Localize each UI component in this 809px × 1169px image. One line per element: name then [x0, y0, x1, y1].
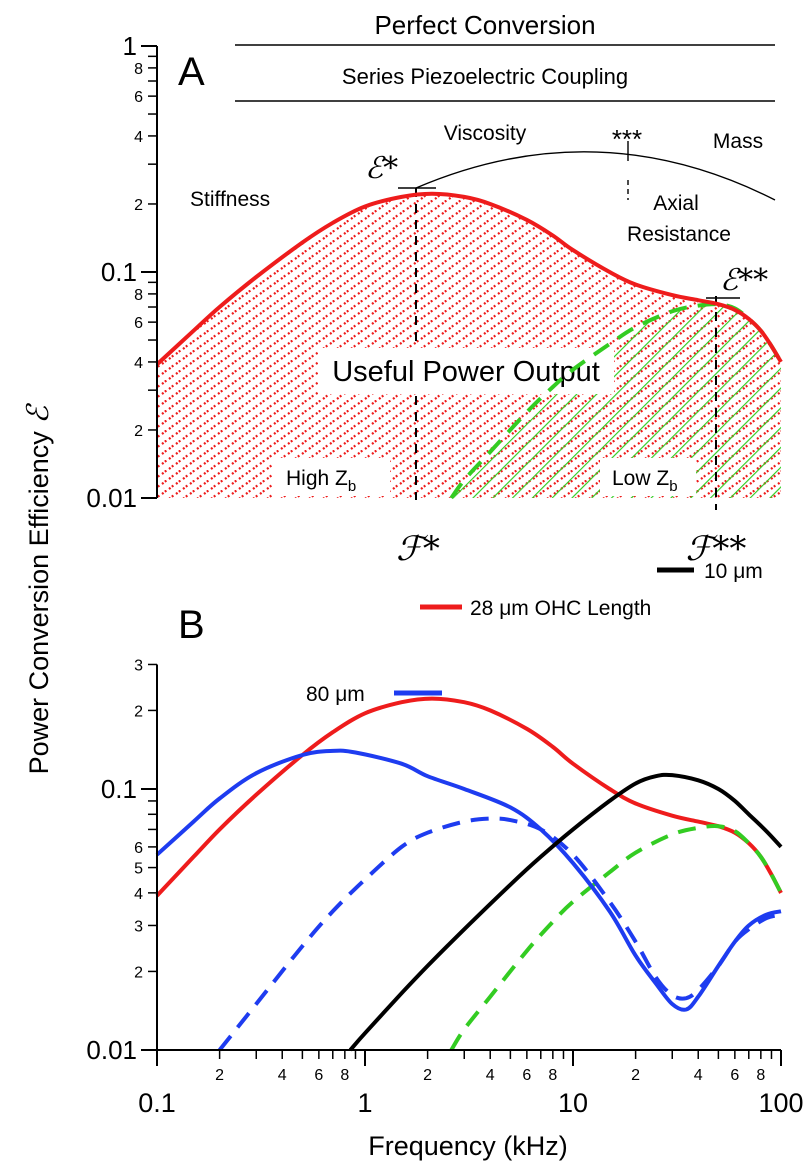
panel-b-y-minor-label: 3: [134, 918, 143, 935]
panel-b-x-minor-label: 6: [522, 1067, 531, 1084]
panel-b-y-tick-label: 0.01: [86, 1035, 137, 1065]
panel-a-y-minor-label: 2: [134, 197, 143, 214]
high-zb-box: [272, 458, 390, 496]
panel-a-letter: A: [178, 50, 205, 94]
panel-b-y-tick-label: 0.1: [101, 774, 137, 804]
perfect-conversion-label: Perfect Conversion: [374, 10, 595, 40]
panel-b-x-minor-label: 8: [340, 1067, 349, 1084]
panel-a-curves: [155, 191, 783, 500]
panel-b-x-tick-label: 100: [758, 1088, 803, 1118]
panel-b-x-minor-label: 2: [423, 1067, 432, 1084]
x-axis-label: Frequency (kHz): [368, 1131, 568, 1161]
panel-b-x-minor-label: 4: [486, 1067, 495, 1084]
panel-b-letter: B: [178, 603, 205, 647]
panel-a-y-tick-label: 0.1: [101, 257, 137, 287]
panel-b: B 28 μm OHC Length 10 μm 80 μm 0.010.123…: [86, 560, 803, 1118]
axial-label: Axial: [653, 192, 699, 215]
triple-star-label: ***: [612, 124, 642, 154]
viscosity-label: Viscosity: [444, 122, 527, 145]
low-zb-box: [600, 458, 696, 496]
panel-a-y-minor-label: 6: [134, 89, 143, 106]
useful-power-box: [318, 348, 614, 394]
high-zb-label: High Zb: [286, 467, 356, 495]
low-zb-area: [451, 304, 781, 498]
f-star-star-label: ℱ**: [686, 529, 747, 569]
legend-black-label: 10 μm: [704, 560, 763, 583]
stiffness-label: Stiffness: [190, 188, 270, 211]
panel-b-blue-curve: [155, 748, 782, 1012]
panel-b-curves: [155, 696, 783, 1052]
resistance-label: Resistance: [627, 223, 731, 246]
e-star-label: ℰ*: [365, 151, 398, 186]
panel-a-y-axis: 0.01 0.1 1 2 4 6 8 2 4 6 8: [86, 31, 158, 513]
panel-a-y-minor-label: 4: [134, 355, 143, 372]
panel-b-x-tick-label: 10: [558, 1088, 588, 1118]
panel-b-y-minor-label: 2: [134, 964, 143, 981]
low-zb-label: Low Zb: [612, 467, 678, 495]
panel-b-x-minor-label: 4: [694, 1067, 703, 1084]
f-star-label: ℱ*: [396, 529, 440, 569]
panel-a-y-tick-label: 1: [123, 31, 137, 61]
panel-b-x-minor-label: 6: [730, 1067, 739, 1084]
panel-b-x-minor-label: 8: [548, 1067, 557, 1084]
panel-b-x-minor-label: 2: [631, 1067, 640, 1084]
panel-b-x-minor-label: 8: [756, 1067, 765, 1084]
legend-blue-label: 80 μm: [306, 683, 365, 706]
panel-b-black-curve: [348, 772, 783, 1052]
panel-b-x-tick-label: 0.1: [138, 1088, 176, 1118]
panel-b-green-curve: [449, 824, 783, 1052]
mass-label: Mass: [713, 130, 763, 153]
panel-b-x-minor-label: 6: [314, 1067, 323, 1084]
panel-b-y-minor-label: 5: [134, 861, 143, 878]
panel-a: Perfect Conversion Series Piezoelectric …: [86, 10, 783, 569]
panel-a-y-minor-label: 8: [134, 61, 143, 78]
panel-b-red-curve: [155, 696, 783, 898]
y-axis-label: Power Conversion Efficiency ℰ: [21, 403, 56, 775]
series-coupling-label: Series Piezoelectric Coupling: [342, 64, 628, 89]
panel-b-x-minor-label: 2: [215, 1067, 224, 1084]
panel-a-y-tick-label: 0.01: [86, 483, 137, 513]
panel-a-y-minor-label: 8: [134, 287, 143, 304]
panel-a-y-minor-label: 6: [134, 315, 143, 332]
panel-a-y-minor-label: 2: [134, 423, 143, 440]
panel-b-x-minor-label: 4: [278, 1067, 287, 1084]
panel-b-y-minor-label: 4: [134, 886, 143, 903]
panel-b-y-minor-label: 6: [134, 840, 143, 857]
panel-b-y-minor-label: 2: [134, 703, 143, 720]
panel-a-red-curve: [155, 191, 783, 366]
panel-a-y-minor-label: 4: [134, 129, 143, 146]
region-arc: [415, 151, 776, 201]
panel-b-x-tick-label: 1: [357, 1088, 372, 1118]
panel-b-blue-dashed-curve: [218, 816, 782, 1052]
e-star-star-label: ℰ**: [720, 263, 768, 298]
legend-red-label: 28 μm OHC Length: [470, 597, 651, 620]
panel-b-y-minor-label: 3: [134, 657, 143, 674]
